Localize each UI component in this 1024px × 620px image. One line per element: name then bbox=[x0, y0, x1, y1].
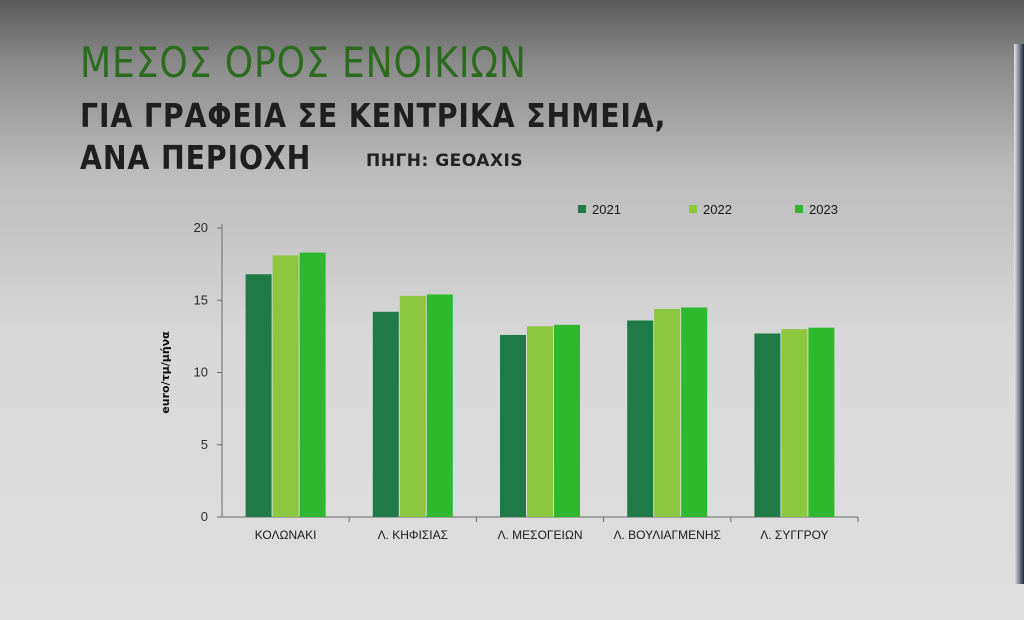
legend-label-2022: 2022 bbox=[703, 202, 732, 217]
legend: 2021 2022 2023 bbox=[578, 202, 838, 217]
bar-2021-2 bbox=[372, 311, 399, 517]
bar-2021-4 bbox=[627, 320, 654, 517]
window-edge bbox=[1014, 44, 1024, 584]
bar-2023-2 bbox=[426, 294, 453, 517]
bar-2023-4 bbox=[681, 307, 708, 517]
bar-2021-1 bbox=[245, 274, 272, 517]
y-tick-label: 0 bbox=[201, 509, 208, 524]
category-label: Λ. ΣΥΓΓΡΟΥ bbox=[760, 528, 828, 542]
y-tick-label: 15 bbox=[194, 292, 208, 307]
y-axis-label: euro/τμ/μήνα bbox=[159, 331, 172, 414]
bar-2022-1 bbox=[272, 255, 299, 517]
chart-subtitle-line-2: ΑΝΑ ΠΕΡΙΟΧΗ bbox=[80, 138, 312, 177]
y-tick-label: 10 bbox=[194, 365, 208, 380]
bar-2022-4 bbox=[654, 308, 681, 517]
category-label: Λ. ΒΟΥΛΙΑΓΜΕΝΗΣ bbox=[613, 528, 720, 542]
chart-title: ΜΕΣΟΣ ΟΡΟΣ ΕΝΟΙΚΙΩΝ bbox=[80, 38, 527, 87]
bar-2022-5 bbox=[781, 329, 808, 517]
chart-subtitle-line-1: ΓΙΑ ΓΡΑΦΕΙΑ ΣΕ ΚΕΝΤΡΙΚΑ ΣΗΜΕΙΑ, bbox=[80, 96, 667, 135]
legend-label-2021: 2021 bbox=[592, 202, 621, 217]
bars bbox=[245, 252, 835, 517]
bar-2023-3 bbox=[554, 324, 580, 517]
legend-swatch-2022 bbox=[689, 205, 697, 213]
bar-2022-2 bbox=[399, 295, 426, 517]
bar-2021-5 bbox=[754, 333, 781, 517]
category-label: Λ. ΜΕΣΟΓΕΙΩΝ bbox=[497, 528, 582, 542]
legend-swatch-2021 bbox=[578, 205, 586, 213]
legend-label-2023: 2023 bbox=[809, 202, 838, 217]
bar-2023-5 bbox=[808, 327, 835, 517]
source-label: ΠΗΓΗ: GEOAXIS bbox=[366, 151, 524, 171]
category-label: ΚΟΛΩΝΑΚΙ bbox=[255, 528, 317, 542]
bar-2021-3 bbox=[500, 334, 526, 517]
category-label: Λ. ΚΗΦΙΣΙΑΣ bbox=[378, 528, 448, 542]
bar-2022-3 bbox=[527, 326, 553, 517]
bar-2023-1 bbox=[299, 252, 326, 517]
y-tick-label: 5 bbox=[201, 437, 208, 452]
y-tick-label: 20 bbox=[194, 220, 208, 235]
legend-swatch-2023 bbox=[795, 205, 803, 213]
